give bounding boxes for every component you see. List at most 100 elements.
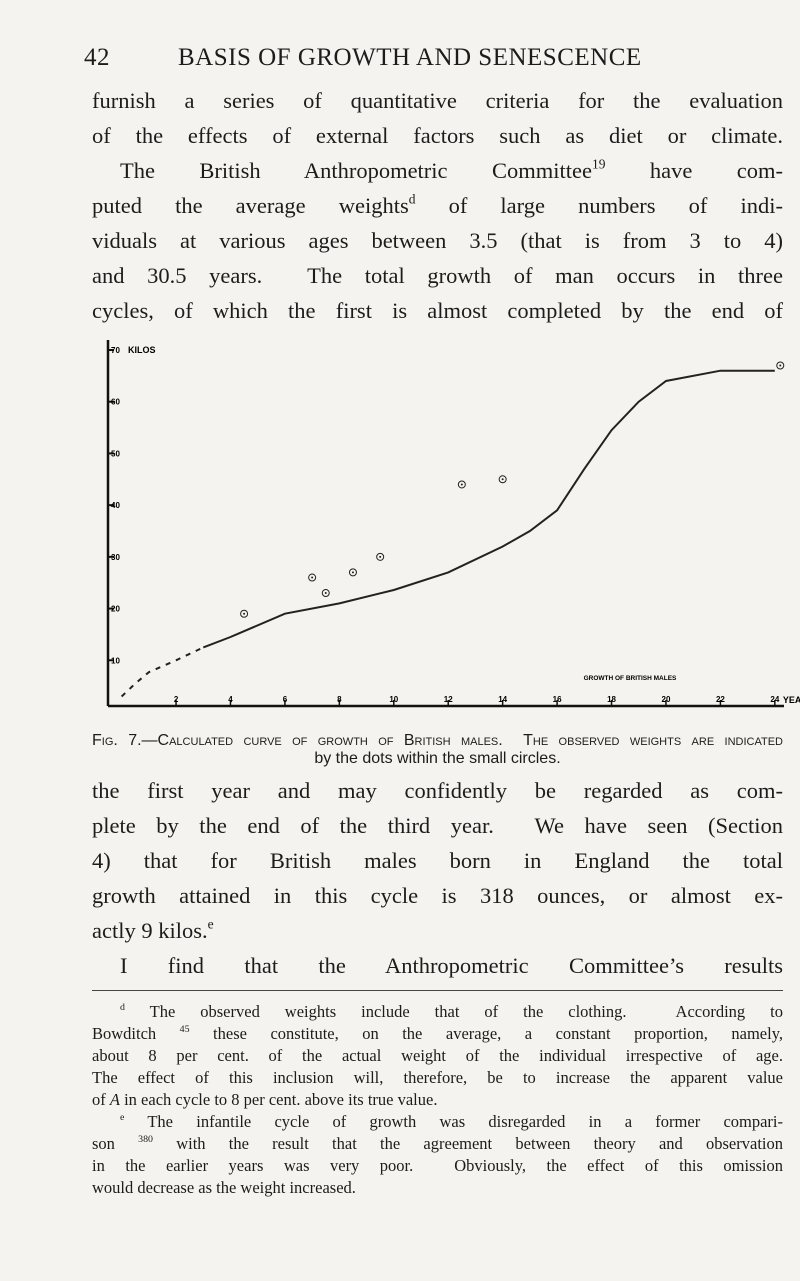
observed-dot [779,364,782,367]
text-span: these constitute, on the average, a cons… [189,1024,783,1043]
text-span: the first year and may confidently be re… [92,778,783,803]
observed-dot [324,592,327,595]
text-line: would decrease as the weight increased. [92,1178,783,1198]
observed-point [321,589,330,598]
text-line: The effect of this inclusion will, there… [92,1068,783,1088]
observed-dot [379,555,382,558]
running-title: BASIS OF GROWTH AND SENESCENCE [178,44,642,71]
text-line: of the effects of external factors such … [92,123,783,153]
text-span: cycles, of which the first is almost com… [92,298,783,323]
text-span: growth attained in this cycle is 318 oun… [92,883,783,908]
y-tick-label: 70 [111,346,120,355]
text-line: furnish a series of quantitative criteri… [92,88,783,118]
observed-dot [351,571,354,574]
y-tick-label: 20 [111,605,120,614]
reference-mark: 380 [138,1134,153,1146]
text-line: I find that the Anthropometric Committee… [120,953,783,983]
text-line: in the earlier years was very poor. Obvi… [92,1156,783,1176]
observed-point [776,361,785,370]
x-tick-label: 12 [444,695,453,704]
text-line: son 380 with the result that the agreeme… [92,1134,783,1154]
observed-point [498,475,507,484]
text-span: would decrease as the weight increased. [92,1178,356,1197]
text-span: viduals at various ages between 3.5 (tha… [92,228,783,253]
chart-annotation: GROWTH OF BRITISH MALES [584,675,677,682]
footnote-rule [92,990,783,991]
text-line: of A in each cycle to 8 per cent. above … [92,1090,783,1110]
x-tick-label: 4 [228,695,233,704]
text-line: Fig. 7.—Calculated curve of growth of Br… [92,732,783,750]
observed-dot [501,478,504,481]
text-span: of large numbers of indi- [415,193,783,218]
x-tick-label: 8 [337,695,342,704]
reference-mark: e [207,916,214,932]
text-line: actly 9 kilos.e [92,916,783,948]
text-line: The British Anthropometric Committee19 h… [120,156,783,188]
observed-point [348,568,357,577]
text-line: cycles, of which the first is almost com… [92,298,783,328]
observed-point [240,609,249,618]
reference-mark: 45 [179,1024,190,1036]
y-tick-label: 40 [111,501,120,510]
text-span: son [92,1134,139,1153]
text-line: growth attained in this cycle is 318 oun… [92,883,783,913]
x-axis-label: YEARS [783,695,800,705]
y-tick-label: 60 [111,398,120,407]
reference-mark: d [120,1002,125,1014]
observed-point [308,573,317,582]
y-tick-label: 50 [111,449,120,458]
text-span: in each cycle to 8 per cent. above its t… [119,1090,438,1109]
x-tick-label: 22 [716,695,725,704]
text-span: 4) that for British males born in Englan… [92,848,783,873]
growth-curve [120,646,204,698]
text-span: of [92,1090,110,1109]
x-tick-label: 16 [553,695,562,704]
reference-mark: 19 [591,156,606,172]
observed-dot [243,612,246,615]
growth-curve [202,369,775,649]
text-line: plete by the end of the third year. We h… [92,813,783,843]
observed-point [457,480,466,489]
text-line: and 30.5 years. The total growth of man … [92,263,783,293]
x-tick-label: 6 [283,695,288,704]
x-tick-label: 14 [498,695,507,704]
text-span: by the dots within the small circles. [314,750,561,767]
x-tick-label: 2 [174,695,179,704]
x-tick-label: 24 [770,695,779,704]
text-line: Bowditch 45 these constitute, on the ave… [92,1024,783,1044]
text-span: about 8 per cent. of the actual weight o… [92,1046,783,1065]
text-span: A [109,1090,120,1109]
text-line: puted the average weightsd of large numb… [92,191,783,223]
text-span: and 30.5 years. The total growth of man … [92,263,783,288]
text-line: by the dots within the small circles. [92,750,783,768]
x-tick-label: 10 [389,695,398,704]
text-line: d The observed weights include that of t… [120,1002,783,1022]
text-line: the first year and may confidently be re… [92,778,783,808]
text-line: about 8 per cent. of the actual weight o… [92,1046,783,1066]
text-span: Fig. 7.—Calculated curve of growth of Br… [92,732,783,749]
text-span: The effect of this inclusion will, there… [92,1068,783,1087]
text-span: I find that the Anthropometric Committee… [120,953,783,978]
text-line: viduals at various ages between 3.5 (tha… [92,228,783,258]
text-span: The British Anthropometric Committee [120,158,592,183]
x-tick-label: 18 [607,695,616,704]
reference-mark: e [120,1112,125,1124]
text-line: e The infantile cycle of growth was disr… [120,1112,783,1132]
observed-dot [311,576,314,579]
observed-point [376,552,385,561]
text-span: puted the average weights [92,193,409,218]
text-span: Bowditch [92,1024,180,1043]
text-span: actly 9 kilos. [92,918,208,943]
text-span: with the result that the agreement betwe… [152,1134,783,1153]
y-tick-label: 30 [111,553,120,562]
x-tick-label: 20 [662,695,671,704]
text-span: plete by the end of the third year. We h… [92,813,783,838]
y-axis-label: KILOS [128,345,156,355]
reference-mark: d [408,191,416,207]
text-span: The observed weights include that of the… [124,1002,783,1021]
text-span: of the effects of external factors such … [92,123,783,148]
text-span: The infantile cycle of growth was disreg… [124,1112,783,1131]
y-tick-label: 10 [111,656,120,665]
